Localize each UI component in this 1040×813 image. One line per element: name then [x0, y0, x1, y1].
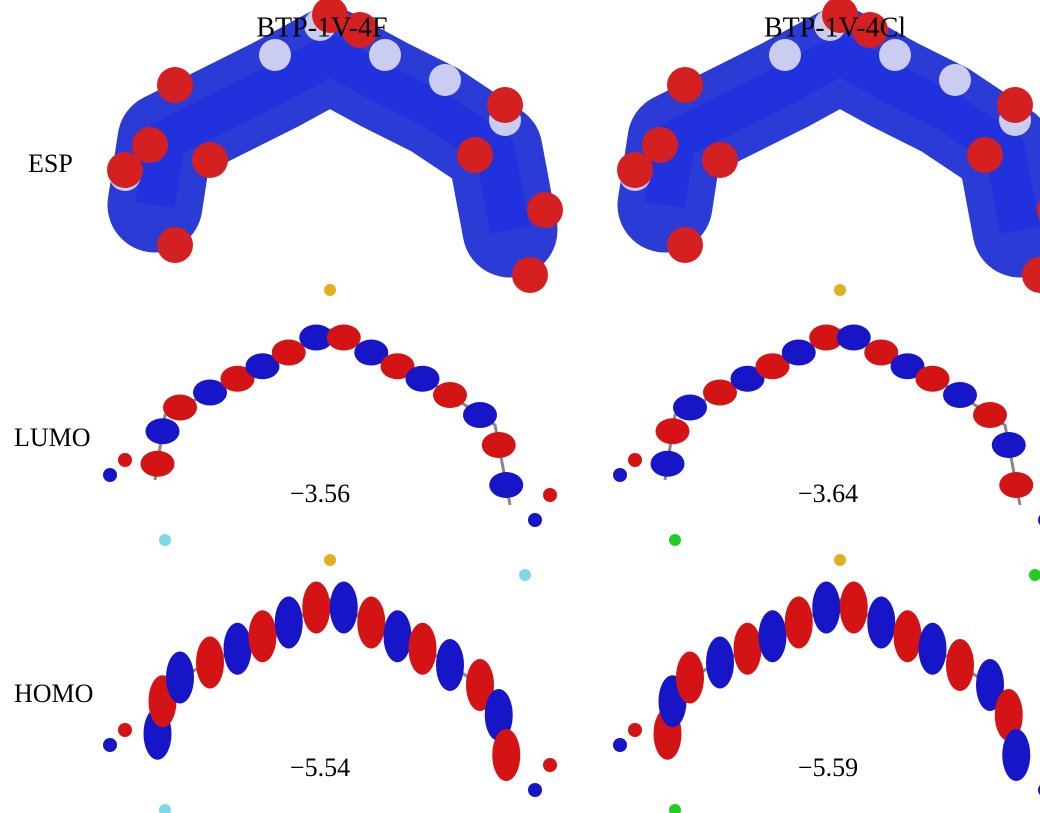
esp-white: [259, 39, 291, 71]
orbital-lobe: [489, 472, 523, 498]
energy-value: −5.54: [290, 753, 350, 782]
orbital-lobe: [327, 325, 361, 351]
orbital-lobe: [651, 451, 685, 477]
atom: [628, 723, 642, 737]
esp-white: [369, 39, 401, 71]
esp-negative: [457, 137, 493, 173]
orbital-lobe: [973, 402, 1007, 428]
orbital-lobe: [943, 382, 977, 408]
atom: [528, 513, 542, 527]
orbital-lobe: [840, 582, 868, 634]
orbital-lobe: [785, 597, 813, 649]
orbital-lobe: [224, 623, 252, 675]
atom: [613, 738, 627, 752]
orbital-lobe: [384, 610, 412, 662]
orbital-lobe: [406, 366, 440, 392]
esp-negative: [527, 192, 563, 228]
atom: [103, 468, 117, 482]
esp-white: [769, 39, 801, 71]
sulfur-atom: [324, 554, 336, 566]
halogen-atom: [669, 804, 681, 813]
esp-negative: [107, 152, 143, 188]
orbital-lobe: [163, 395, 197, 421]
orbital-lobe: [782, 340, 816, 366]
esp-negative: [512, 257, 548, 293]
orbital-lobe: [999, 472, 1033, 498]
esp-negative: [667, 67, 703, 103]
orbital-lobe: [249, 610, 277, 662]
row-label: HOMO: [14, 679, 93, 708]
esp-negative: [487, 87, 523, 123]
halogen-atom: [1029, 569, 1040, 581]
energy-value: −3.56: [290, 479, 350, 508]
halogen-atom: [159, 804, 171, 813]
energy-value: −3.64: [798, 479, 858, 508]
esp-negative: [157, 227, 193, 263]
esp-negative: [192, 142, 228, 178]
orbital-lobe: [330, 582, 358, 634]
orbital-lobe: [656, 418, 690, 444]
esp-negative: [967, 137, 1003, 173]
esp-white: [879, 39, 911, 71]
esp-white: [939, 64, 971, 96]
orbital-lobe: [1002, 729, 1030, 781]
orbital-lobe: [433, 382, 467, 408]
atom: [528, 783, 542, 797]
orbital-lobe: [436, 639, 464, 691]
orbital-lobe: [482, 432, 516, 458]
sulfur-atom: [834, 284, 846, 296]
orbital-lobe: [357, 597, 385, 649]
esp-white: [429, 64, 461, 96]
orbital-lobe: [146, 418, 180, 444]
orbital-lobe: [992, 432, 1026, 458]
halogen-atom: [519, 569, 531, 581]
molecule-art: [103, 0, 1040, 813]
atom: [103, 738, 117, 752]
orbital-lobe: [867, 597, 895, 649]
orbital-lobe: [272, 340, 306, 366]
esp-negative: [157, 67, 193, 103]
energy-value: −5.59: [798, 753, 858, 782]
atom: [118, 723, 132, 737]
orbital-lobe: [894, 610, 922, 662]
atom: [543, 488, 557, 502]
orbital-lobe: [946, 639, 974, 691]
row-label: LUMO: [14, 423, 91, 452]
orbital-lobe: [916, 366, 950, 392]
orbital-lobe: [302, 582, 330, 634]
atom: [628, 453, 642, 467]
halogen-atom: [159, 534, 171, 546]
orbital-lobe: [673, 395, 707, 421]
esp-negative: [667, 227, 703, 263]
orbital-lobe: [463, 402, 497, 428]
orbital-lobe: [706, 637, 734, 689]
atom: [613, 468, 627, 482]
atom: [543, 758, 557, 772]
orbital-lobe: [837, 325, 871, 351]
sulfur-atom: [324, 284, 336, 296]
column-title: BTP-1V-4Cl: [764, 12, 906, 43]
row-label: ESP: [28, 149, 73, 178]
orbital-lobe: [492, 729, 520, 781]
orbital-lobe: [812, 582, 840, 634]
sulfur-atom: [834, 554, 846, 566]
esp-negative: [702, 142, 738, 178]
esp-negative: [997, 87, 1033, 123]
orbital-lobe: [759, 610, 787, 662]
orbital-lobe: [166, 652, 194, 704]
atom: [118, 453, 132, 467]
orbital-lobe: [919, 623, 947, 675]
orbital-lobe: [409, 623, 437, 675]
orbital-lobe: [141, 451, 175, 477]
halogen-atom: [669, 534, 681, 546]
column-title: BTP-1V-4F: [256, 12, 387, 43]
esp-negative: [617, 152, 653, 188]
orbital-lobe: [275, 597, 303, 649]
orbital-lobe: [734, 623, 762, 675]
orbital-lobe: [196, 637, 224, 689]
figure: BTP-1V-4F BTP-1V-4Cl ESP LUMO HOMO −3.56…: [0, 0, 1040, 813]
orbital-lobe: [676, 652, 704, 704]
